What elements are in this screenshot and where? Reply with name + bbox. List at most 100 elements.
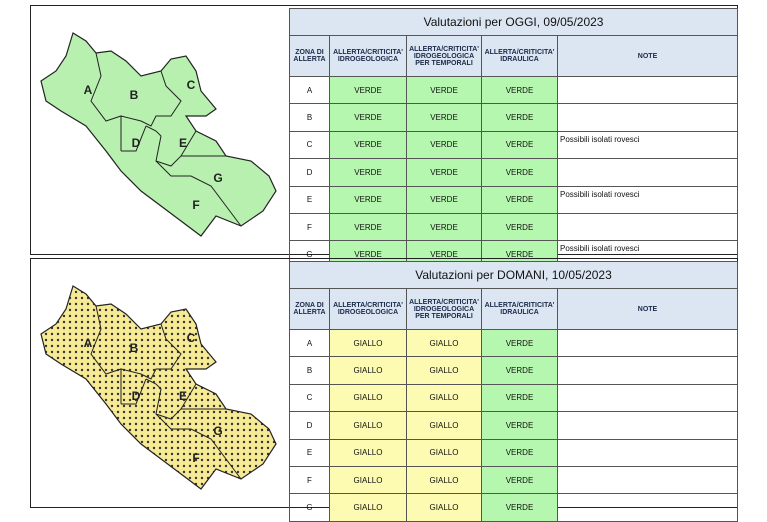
panel: A B C D E F G Valutazioni per OGGI, 09/05/2023 Z… xyxy=(30,5,739,269)
table-row: C GIALLO GIALLO VERDE xyxy=(289,383,738,413)
level-cell: VERDE xyxy=(481,130,558,160)
column-header: ALLERTA/CRITICITA' IDROGEOLOGICA PER TEM… xyxy=(406,35,482,77)
column-header: ZONA DI ALLERTA xyxy=(289,288,330,330)
level-cell: VERDE xyxy=(329,212,407,242)
level-cell: VERDE xyxy=(481,438,558,467)
level-cell: VERDE xyxy=(481,212,558,242)
table-row: A GIALLO GIALLO VERDE xyxy=(289,328,738,358)
level-cell: VERDE xyxy=(406,212,482,242)
level-cell: VERDE xyxy=(329,158,407,187)
zone-cell: C xyxy=(289,130,330,160)
region-map: A B C D E FG xyxy=(40,32,277,237)
level-cell: VERDE xyxy=(481,356,558,385)
note-cell xyxy=(557,328,738,358)
level-cell: GIALLO xyxy=(329,328,407,358)
region-outline xyxy=(40,32,277,237)
level-cell: VERDE xyxy=(329,185,407,214)
panel: A B C D E F G Valutazioni per DOMANI, 10/05/202… xyxy=(30,258,738,522)
table-row: B GIALLO GIALLO VERDE xyxy=(289,356,738,385)
zone-cell: B xyxy=(289,356,330,385)
zone-label: G xyxy=(213,424,222,438)
level-cell: VERDE xyxy=(406,103,482,132)
level-cell: VERDE xyxy=(329,130,407,160)
level-cell: VERDE xyxy=(481,75,558,105)
level-cell: VERDE xyxy=(481,103,558,132)
level-cell: GIALLO xyxy=(406,328,482,358)
table-row: A VERDE VERDE VERDE xyxy=(289,75,739,105)
level-cell: GIALLO xyxy=(406,356,482,385)
alert-table: Valutazioni per OGGI, 09/05/2023 ZONA DI … xyxy=(288,8,739,269)
zone-cell: D xyxy=(289,411,330,440)
note-cell: Possibili isolati rovesci xyxy=(556,130,739,160)
level-cell: GIALLO xyxy=(329,438,407,467)
level-cell: VERDE xyxy=(481,185,558,214)
zone-cell: D xyxy=(289,158,330,187)
level-cell: GIALLO xyxy=(406,411,482,440)
level-cell: VERDE xyxy=(481,465,558,495)
level-cell: GIALLO xyxy=(329,383,407,413)
zone-label: A xyxy=(84,83,93,97)
table-row: B VERDE VERDE VERDE xyxy=(289,103,739,132)
column-header: NOTE xyxy=(556,35,739,77)
zone-label: B xyxy=(130,341,139,355)
level-cell: GIALLO xyxy=(329,356,407,385)
note-cell xyxy=(557,493,738,522)
level-cell: GIALLO xyxy=(406,465,482,495)
level-cell: VERDE xyxy=(481,411,558,440)
region-map: A B C D E FG xyxy=(40,285,277,490)
zone-label: A xyxy=(84,336,93,350)
zone-border xyxy=(121,125,147,152)
zone-cell: E xyxy=(289,438,330,467)
zone-cell: F xyxy=(289,212,330,242)
column-header: ZONA DI ALLERTA xyxy=(289,35,330,77)
title-row: Valutazioni per OGGI, 09/05/2023 xyxy=(288,8,739,36)
level-cell: VERDE xyxy=(406,158,482,187)
header-row: ZONA DI ALLERTA ALLERTA/CRITICITA' IDROGE… xyxy=(289,35,739,77)
zone-cell: B xyxy=(289,103,330,132)
table-row: F GIALLO GIALLO VERDE xyxy=(289,465,738,495)
note-cell xyxy=(556,212,739,242)
level-cell: VERDE xyxy=(481,328,558,358)
level-cell: VERDE xyxy=(481,158,558,187)
zone-label: F xyxy=(192,198,199,212)
zone-label: C xyxy=(187,78,196,92)
zone-border xyxy=(90,305,122,404)
zone-border xyxy=(155,413,242,480)
table-row: F VERDE VERDE VERDE xyxy=(289,212,739,242)
note-cell xyxy=(556,158,739,187)
note-cell xyxy=(557,465,738,495)
zone-label: B xyxy=(130,88,139,102)
level-cell: GIALLO xyxy=(406,438,482,467)
level-cell: GIALLO xyxy=(406,383,482,413)
note-cell xyxy=(557,411,738,440)
table-row: D GIALLO GIALLO VERDE xyxy=(289,411,738,440)
column-header: ALLERTA/CRITICITA' IDROGEOLOGICA xyxy=(329,288,407,330)
note-cell xyxy=(557,438,738,467)
zone-cell: G xyxy=(289,493,330,522)
zone-cell: A xyxy=(289,75,330,105)
zone-border xyxy=(120,323,182,380)
note-cell: Possibili isolati rovesci xyxy=(556,185,739,214)
title-row: Valutazioni per DOMANI, 10/05/2023 xyxy=(289,261,738,289)
zone-cell: A xyxy=(289,328,330,358)
zone-label: F xyxy=(192,451,199,465)
region-outline xyxy=(40,285,277,490)
level-cell: VERDE xyxy=(481,493,558,522)
level-cell: VERDE xyxy=(406,130,482,160)
table-row: E VERDE VERDE VERDE Possibili isolati rovesc… xyxy=(289,185,739,214)
zone-label: E xyxy=(179,136,187,150)
table-title: Valutazioni per DOMANI, 10/05/2023 xyxy=(289,261,738,289)
table-row: D VERDE VERDE VERDE xyxy=(289,158,739,187)
zone-border xyxy=(90,52,122,151)
page: {"cell_colors": {"VERDE": "#b6f7b0", "GI… xyxy=(30,5,739,522)
zone-border xyxy=(120,70,182,127)
zone-cell: E xyxy=(289,185,330,214)
zone-border xyxy=(155,160,242,227)
level-cell: VERDE xyxy=(329,75,407,105)
note-cell xyxy=(556,103,739,132)
zone-label: C xyxy=(187,331,196,345)
header-row: ZONA DI ALLERTA ALLERTA/CRITICITA' IDROGE… xyxy=(289,288,738,330)
column-header: ALLERTA/CRITICITA' IDRAULICA xyxy=(481,35,558,77)
zone-label: D xyxy=(132,389,141,403)
note-cell xyxy=(557,356,738,385)
